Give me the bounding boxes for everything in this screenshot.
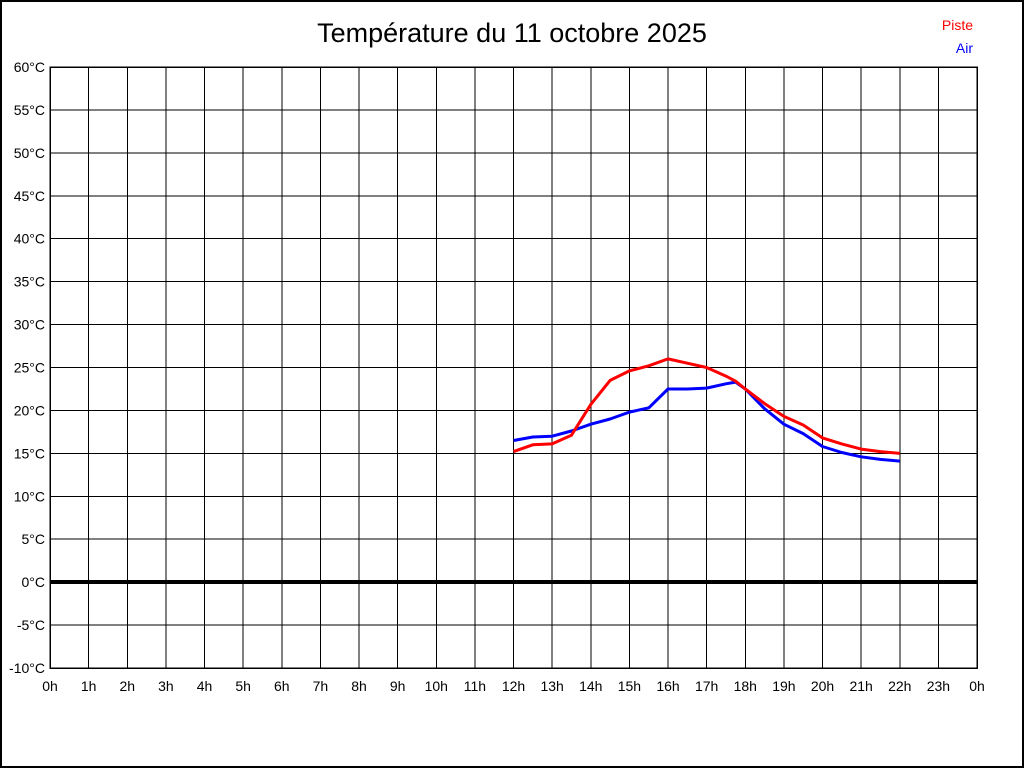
y-axis-tick-label: 35°C [14,274,45,290]
x-axis-tick-label: 7h [313,678,329,694]
y-axis-tick-label: -5°C [17,617,45,633]
x-axis-tick-label: 0h [969,678,985,694]
x-axis-tick-label: 18h [734,678,757,694]
x-axis-tick-label: 19h [772,678,795,694]
x-axis-tick-label: 21h [849,678,872,694]
y-axis-tick-label: 40°C [14,231,45,247]
y-axis-tick-label: 60°C [14,59,45,75]
x-axis-tick-label: 3h [158,678,174,694]
x-axis-tick-label: 0h [42,678,58,694]
legend-label-air: Air [955,40,973,56]
x-axis-tick-label: 4h [197,678,213,694]
y-axis-tick-label: 10°C [14,488,45,504]
y-axis-tick-label: 45°C [14,188,45,204]
legend-label-piste: Piste [941,17,973,33]
legend-item-air: Air [942,37,973,60]
y-axis-tick-label: 55°C [14,102,45,118]
x-axis-tick-label: 1h [81,678,97,694]
x-axis-tick-label: 22h [888,678,911,694]
x-axis-tick-label: 13h [540,678,563,694]
y-axis-tick-label: 30°C [14,317,45,333]
x-axis-tick-label: 2h [119,678,135,694]
x-axis-tick-label: 8h [351,678,367,694]
y-axis-tick-label: 0°C [22,574,46,590]
legend-item-piste: Piste [942,14,973,37]
y-axis-tick-label: 15°C [14,445,45,461]
x-axis-tick-label: 10h [425,678,448,694]
x-axis-tick-label: 14h [579,678,602,694]
y-axis-tick-label: 20°C [14,402,45,418]
x-axis-tick-label: 17h [695,678,718,694]
plot-frame [49,66,978,669]
x-axis-tick-label: 16h [656,678,679,694]
chart-legend: Piste Air [942,14,973,60]
series-line-piste [513,357,900,455]
series-line-air [513,380,900,463]
x-axis-tick-label: 12h [502,678,525,694]
y-axis-tick-label: 5°C [22,531,46,547]
y-axis-tick-label: 50°C [14,145,45,161]
y-axis-tick-label: 25°C [14,360,45,376]
x-axis-tick-label: 11h [464,678,486,694]
x-axis-tick-label: 6h [274,678,290,694]
x-axis-tick-label: 23h [927,678,950,694]
x-axis-tick-label: 15h [618,678,641,694]
chart-title: Température du 11 octobre 2025 [317,18,707,48]
y-axis-tick-label: -10°C [9,660,45,676]
x-axis-tick-label: 9h [390,678,406,694]
x-axis-tick-label: 5h [235,678,251,694]
x-axis-tick-label: 20h [811,678,834,694]
